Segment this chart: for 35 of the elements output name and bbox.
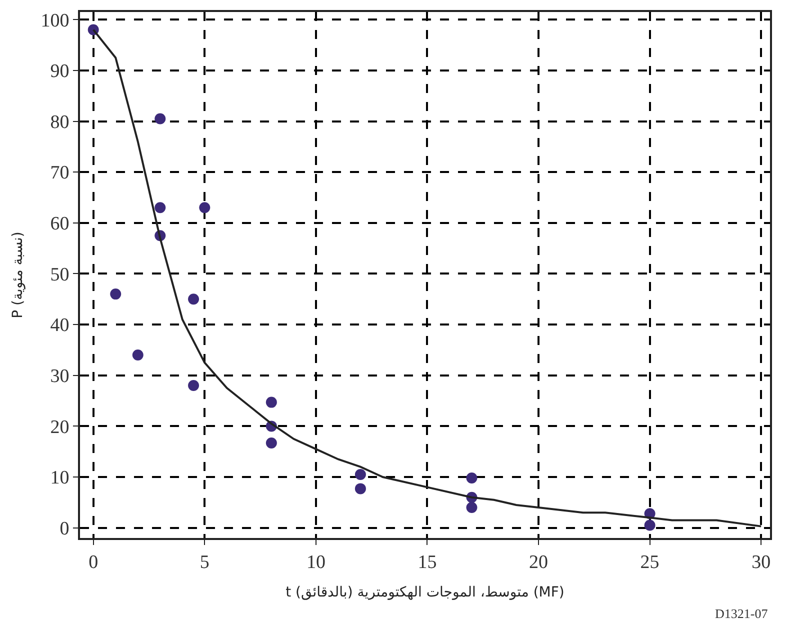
- y-tick-label: 0: [60, 518, 70, 540]
- y-tick-label: 90: [50, 61, 70, 82]
- y-tick-label: 10: [50, 468, 70, 489]
- x-tick-label: 25: [640, 552, 660, 573]
- x-tick-label: 0: [88, 552, 98, 573]
- point: [354, 468, 366, 480]
- x-axis-title: t (بالدقائق) متوسط، الموجات الهكتومترية (MF): [286, 584, 564, 601]
- point: [644, 520, 656, 531]
- point: [188, 294, 200, 305]
- point: [466, 502, 478, 514]
- x-tick-label: 15: [418, 552, 437, 573]
- point: [199, 202, 210, 214]
- y-tick-label: 40: [50, 315, 70, 336]
- y-tick-label: 50: [50, 264, 70, 286]
- point: [466, 472, 478, 484]
- y-axis-title: P (نسبة مئوية): [10, 232, 26, 318]
- y-tick-label: 80: [50, 112, 70, 133]
- point: [154, 113, 166, 124]
- y-tick-label: 60: [50, 214, 70, 235]
- point: [188, 380, 200, 392]
- y-tick-label: 100: [40, 10, 70, 32]
- x-tick-label: 10: [306, 552, 326, 573]
- point: [110, 288, 122, 300]
- y-tick-label: 70: [50, 162, 70, 184]
- point: [354, 483, 366, 494]
- x-tick-label: 30: [752, 552, 771, 573]
- y-tick-label: 20: [50, 416, 70, 438]
- x-tick-label: 5: [200, 552, 210, 573]
- y-tick-label: 30: [50, 366, 70, 388]
- point: [266, 437, 277, 448]
- point: [132, 350, 144, 361]
- point: [266, 396, 277, 408]
- point: [154, 202, 166, 214]
- text: D1321-07: [715, 606, 768, 621]
- x-tick-label: 20: [529, 552, 548, 573]
